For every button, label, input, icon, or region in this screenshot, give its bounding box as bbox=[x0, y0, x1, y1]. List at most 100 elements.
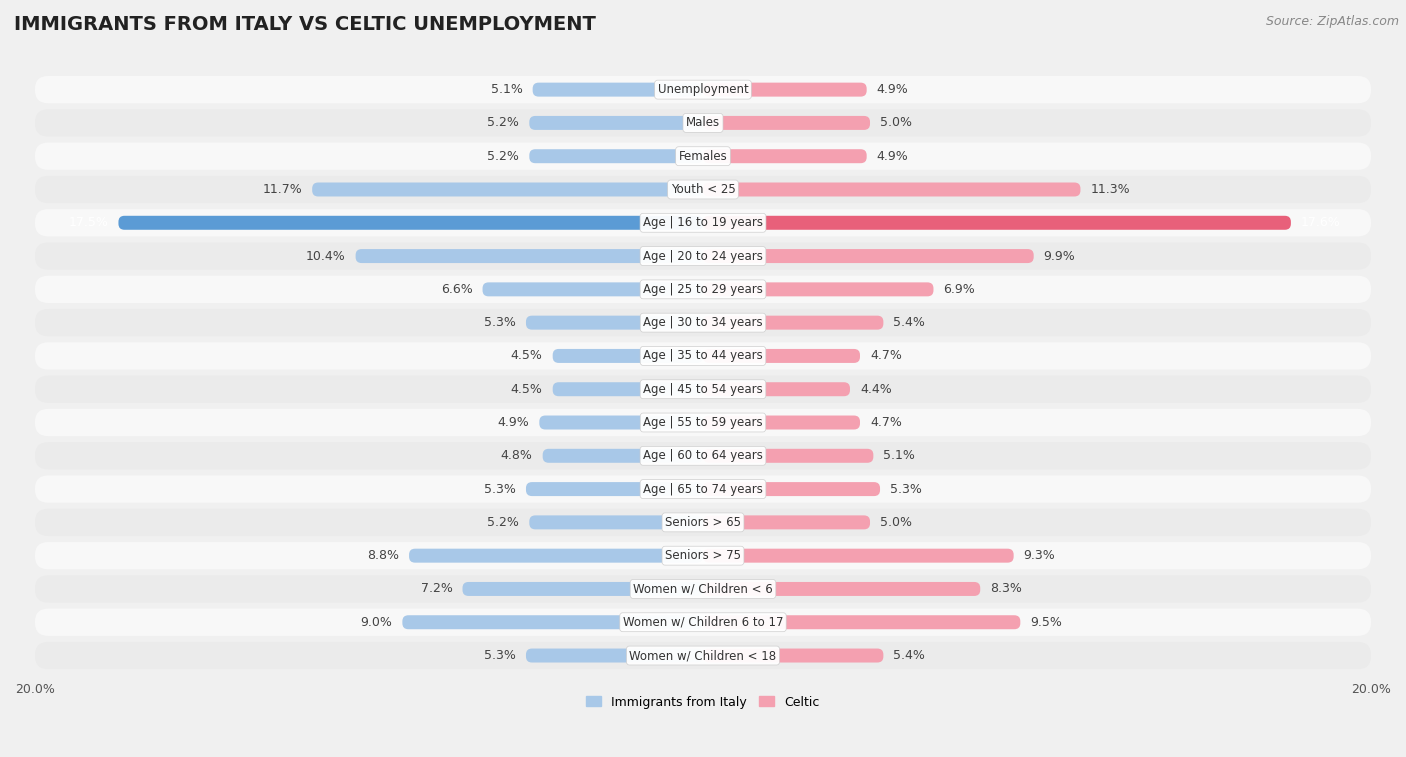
FancyBboxPatch shape bbox=[35, 375, 1371, 403]
Text: Age | 65 to 74 years: Age | 65 to 74 years bbox=[643, 483, 763, 496]
FancyBboxPatch shape bbox=[553, 349, 703, 363]
FancyBboxPatch shape bbox=[463, 582, 703, 596]
FancyBboxPatch shape bbox=[703, 282, 934, 296]
FancyBboxPatch shape bbox=[703, 216, 1291, 230]
Text: 8.8%: 8.8% bbox=[367, 549, 399, 562]
Text: 5.0%: 5.0% bbox=[880, 516, 912, 529]
Text: 4.8%: 4.8% bbox=[501, 450, 533, 463]
FancyBboxPatch shape bbox=[356, 249, 703, 263]
Text: Women w/ Children < 18: Women w/ Children < 18 bbox=[630, 649, 776, 662]
Text: Age | 45 to 54 years: Age | 45 to 54 years bbox=[643, 383, 763, 396]
Text: 9.3%: 9.3% bbox=[1024, 549, 1056, 562]
Text: 5.2%: 5.2% bbox=[488, 150, 519, 163]
Text: 5.2%: 5.2% bbox=[488, 516, 519, 529]
Text: 5.3%: 5.3% bbox=[484, 316, 516, 329]
FancyBboxPatch shape bbox=[703, 83, 866, 97]
FancyBboxPatch shape bbox=[35, 309, 1371, 336]
FancyBboxPatch shape bbox=[529, 116, 703, 130]
Text: 6.6%: 6.6% bbox=[440, 283, 472, 296]
FancyBboxPatch shape bbox=[703, 382, 851, 396]
FancyBboxPatch shape bbox=[703, 516, 870, 529]
FancyBboxPatch shape bbox=[526, 649, 703, 662]
Text: Youth < 25: Youth < 25 bbox=[671, 183, 735, 196]
Text: 5.1%: 5.1% bbox=[491, 83, 523, 96]
Text: 4.4%: 4.4% bbox=[860, 383, 891, 396]
Text: Seniors > 75: Seniors > 75 bbox=[665, 549, 741, 562]
FancyBboxPatch shape bbox=[703, 149, 866, 164]
FancyBboxPatch shape bbox=[402, 615, 703, 629]
Text: 5.2%: 5.2% bbox=[488, 117, 519, 129]
FancyBboxPatch shape bbox=[529, 516, 703, 529]
Text: 6.9%: 6.9% bbox=[943, 283, 976, 296]
FancyBboxPatch shape bbox=[35, 409, 1371, 436]
FancyBboxPatch shape bbox=[703, 549, 1014, 562]
FancyBboxPatch shape bbox=[703, 449, 873, 463]
Text: Age | 35 to 44 years: Age | 35 to 44 years bbox=[643, 350, 763, 363]
Text: 5.1%: 5.1% bbox=[883, 450, 915, 463]
FancyBboxPatch shape bbox=[35, 342, 1371, 369]
FancyBboxPatch shape bbox=[35, 542, 1371, 569]
FancyBboxPatch shape bbox=[529, 149, 703, 164]
FancyBboxPatch shape bbox=[526, 482, 703, 496]
Text: Age | 16 to 19 years: Age | 16 to 19 years bbox=[643, 217, 763, 229]
FancyBboxPatch shape bbox=[35, 209, 1371, 236]
Text: Age | 30 to 34 years: Age | 30 to 34 years bbox=[643, 316, 763, 329]
Text: 8.3%: 8.3% bbox=[990, 582, 1022, 596]
Text: 9.5%: 9.5% bbox=[1031, 615, 1062, 629]
Text: Women w/ Children 6 to 17: Women w/ Children 6 to 17 bbox=[623, 615, 783, 629]
FancyBboxPatch shape bbox=[35, 609, 1371, 636]
Text: 7.2%: 7.2% bbox=[420, 582, 453, 596]
FancyBboxPatch shape bbox=[35, 575, 1371, 603]
Text: 4.9%: 4.9% bbox=[498, 416, 529, 429]
FancyBboxPatch shape bbox=[703, 316, 883, 329]
FancyBboxPatch shape bbox=[703, 582, 980, 596]
FancyBboxPatch shape bbox=[35, 442, 1371, 469]
FancyBboxPatch shape bbox=[35, 475, 1371, 503]
FancyBboxPatch shape bbox=[35, 109, 1371, 136]
Text: Age | 25 to 29 years: Age | 25 to 29 years bbox=[643, 283, 763, 296]
FancyBboxPatch shape bbox=[482, 282, 703, 296]
Text: Age | 60 to 64 years: Age | 60 to 64 years bbox=[643, 450, 763, 463]
Text: 5.3%: 5.3% bbox=[484, 649, 516, 662]
Text: Unemployment: Unemployment bbox=[658, 83, 748, 96]
FancyBboxPatch shape bbox=[533, 83, 703, 97]
FancyBboxPatch shape bbox=[35, 642, 1371, 669]
Text: 5.4%: 5.4% bbox=[893, 649, 925, 662]
Text: Age | 55 to 59 years: Age | 55 to 59 years bbox=[643, 416, 763, 429]
FancyBboxPatch shape bbox=[543, 449, 703, 463]
FancyBboxPatch shape bbox=[35, 176, 1371, 203]
Text: 10.4%: 10.4% bbox=[307, 250, 346, 263]
FancyBboxPatch shape bbox=[703, 182, 1080, 197]
Text: 5.3%: 5.3% bbox=[484, 483, 516, 496]
FancyBboxPatch shape bbox=[35, 276, 1371, 303]
Text: 9.0%: 9.0% bbox=[360, 615, 392, 629]
FancyBboxPatch shape bbox=[409, 549, 703, 562]
Text: 4.9%: 4.9% bbox=[877, 83, 908, 96]
Text: 11.3%: 11.3% bbox=[1091, 183, 1130, 196]
Text: 5.3%: 5.3% bbox=[890, 483, 922, 496]
Text: 5.0%: 5.0% bbox=[880, 117, 912, 129]
Text: 9.9%: 9.9% bbox=[1043, 250, 1076, 263]
FancyBboxPatch shape bbox=[703, 249, 1033, 263]
FancyBboxPatch shape bbox=[35, 509, 1371, 536]
FancyBboxPatch shape bbox=[703, 482, 880, 496]
Text: Seniors > 65: Seniors > 65 bbox=[665, 516, 741, 529]
FancyBboxPatch shape bbox=[35, 242, 1371, 269]
FancyBboxPatch shape bbox=[35, 142, 1371, 170]
Text: 17.6%: 17.6% bbox=[1301, 217, 1341, 229]
FancyBboxPatch shape bbox=[703, 416, 860, 429]
Text: IMMIGRANTS FROM ITALY VS CELTIC UNEMPLOYMENT: IMMIGRANTS FROM ITALY VS CELTIC UNEMPLOY… bbox=[14, 15, 596, 34]
FancyBboxPatch shape bbox=[553, 382, 703, 396]
Text: Age | 20 to 24 years: Age | 20 to 24 years bbox=[643, 250, 763, 263]
FancyBboxPatch shape bbox=[703, 116, 870, 130]
Text: Women w/ Children < 6: Women w/ Children < 6 bbox=[633, 582, 773, 596]
Text: 17.5%: 17.5% bbox=[69, 217, 108, 229]
FancyBboxPatch shape bbox=[312, 182, 703, 197]
Text: Females: Females bbox=[679, 150, 727, 163]
Legend: Immigrants from Italy, Celtic: Immigrants from Italy, Celtic bbox=[581, 690, 825, 714]
FancyBboxPatch shape bbox=[540, 416, 703, 429]
Text: Males: Males bbox=[686, 117, 720, 129]
Text: 11.7%: 11.7% bbox=[263, 183, 302, 196]
Text: 4.9%: 4.9% bbox=[877, 150, 908, 163]
FancyBboxPatch shape bbox=[35, 76, 1371, 103]
